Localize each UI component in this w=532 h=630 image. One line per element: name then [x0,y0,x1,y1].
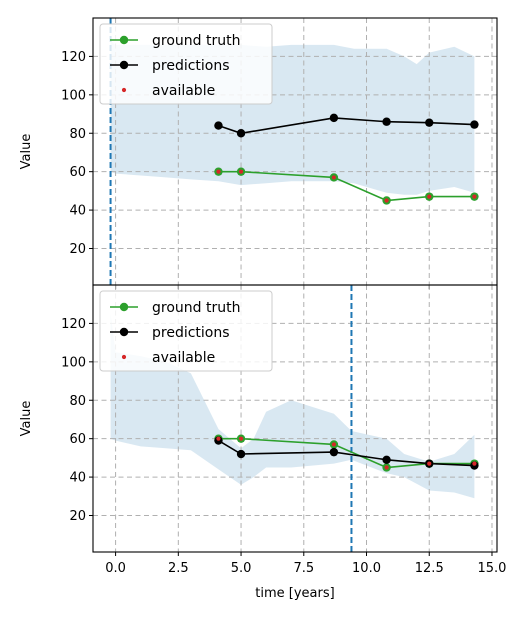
uncertainty-band [110,313,475,499]
panel-1: 20 40 60 80 100 120 Value ground truth predictio… [19,17,498,289]
point-predictions [382,117,391,126]
x-axis-label: time [years] [255,586,334,601]
point-predictions [382,455,391,464]
y-axis-label: Value [19,134,34,170]
x-tick-label: 0.0 [105,561,126,576]
point-predictions [214,121,223,130]
point-available [238,436,244,441]
y-tick-label: 80 [69,394,86,409]
point-predictions [329,447,339,457]
legend-marker-ground-truth [119,35,129,45]
x-tick-label: 15.0 [478,561,507,576]
point-available [216,436,221,441]
y-tick-label: 120 [61,317,86,332]
legend-box [99,23,273,105]
legend-label-available: available [152,350,215,366]
axes-frame [92,284,498,553]
point-predictions [470,120,479,129]
point-predictions [425,118,434,127]
x-tick-label: 12.5 [415,561,444,576]
legend-label-ground-truth: ground truth [152,300,240,316]
point-available [427,461,432,466]
y-tick-label: 100 [61,355,86,370]
point-available [384,198,389,203]
y-axis-label: Value [19,401,34,437]
y-tick-label: 60 [69,432,86,447]
point-predictions [329,113,339,123]
point-available [384,465,389,470]
point-available [472,461,477,466]
y-tick-label: 40 [69,204,86,219]
y-tick-label: 20 [69,509,86,524]
point-available [216,169,221,174]
x-tick-label: 7.5 [293,561,314,576]
legend-label-predictions: predictions [152,325,230,341]
legend-label-predictions: predictions [152,58,230,74]
y-tick-label: 20 [69,242,86,257]
point-available [331,442,336,447]
legend-box [99,290,273,372]
legend-marker-available [121,354,127,360]
point-available [331,175,336,180]
y-tick-label: 100 [61,88,86,103]
legend-marker-available [121,87,127,93]
series-line-predictions [218,439,475,467]
legend-marker-predictions [119,60,129,70]
x-tick-label: 5.0 [231,561,252,576]
y-tick-label: 60 [69,165,86,180]
legend: ground truth predictions available [99,290,273,372]
legend-marker-ground-truth [119,302,129,312]
point-predictions [236,449,246,459]
point-available [427,194,432,199]
x-tick-label: 10.0 [352,561,381,576]
legend-marker-predictions [119,327,129,337]
y-tick-label: 40 [69,471,86,486]
y-tick-label: 80 [69,127,86,142]
point-available [238,169,244,174]
panel-2: 20 40 60 80 100 120 0.0 2.5 5.0 7.5 10.0 12.5 15.0 Va… [19,284,507,601]
x-tick-label: 2.5 [168,561,189,576]
legend-label-ground-truth: ground truth [152,33,240,49]
legend-label-available: available [152,83,215,99]
y-tick-label: 120 [61,50,86,65]
legend: ground truth predictions available [99,23,273,105]
point-available [472,194,477,199]
point-predictions [236,129,246,138]
